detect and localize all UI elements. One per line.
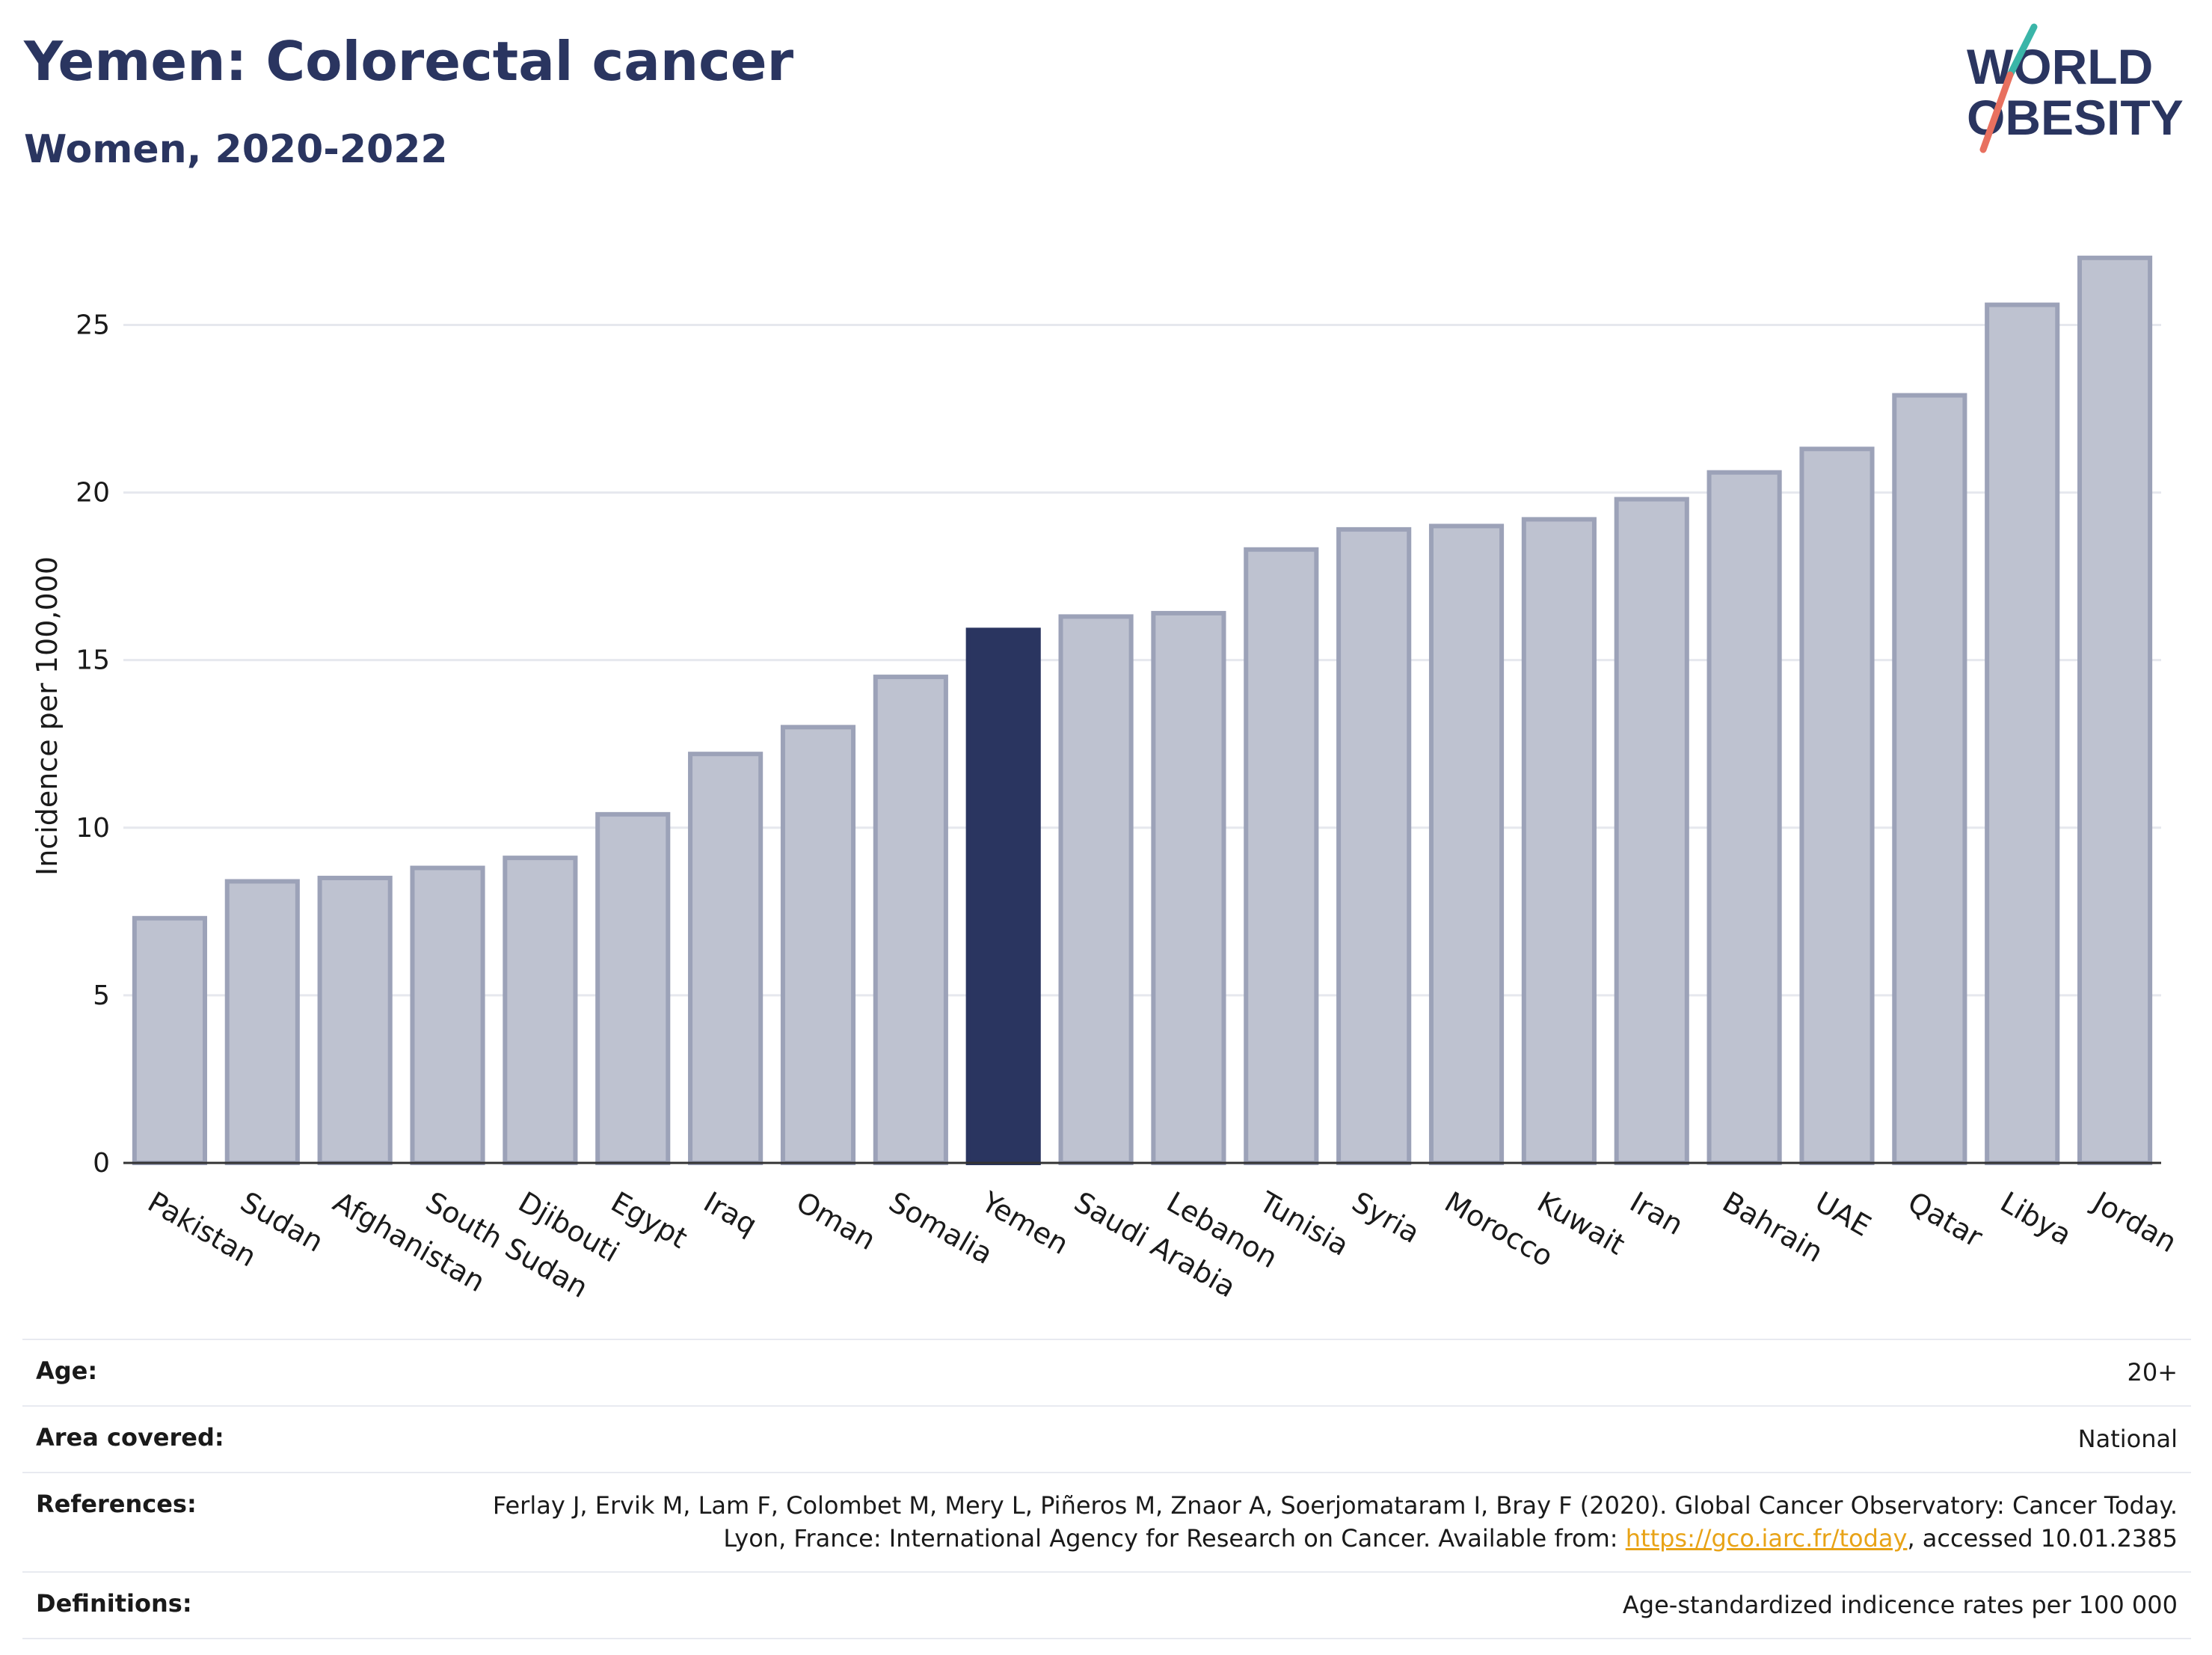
bar xyxy=(780,725,856,1165)
bar xyxy=(1985,302,2060,1166)
y-tick-label: 0 xyxy=(93,1148,110,1179)
x-tick-label: Somalia xyxy=(883,1185,998,1271)
y-tick-label: 15 xyxy=(76,645,110,676)
bar xyxy=(1614,497,1689,1165)
bar xyxy=(1892,393,1967,1166)
bar xyxy=(1058,614,1134,1165)
bar xyxy=(503,856,578,1165)
x-tick-label: Bahrain xyxy=(1717,1185,1828,1269)
x-tick-label: Oman xyxy=(790,1185,881,1256)
info-table: Age: 20+ Area covered: National Referenc… xyxy=(22,1339,2191,1639)
bar xyxy=(1151,610,1226,1165)
bar xyxy=(1336,526,1412,1165)
logo-slash-teal xyxy=(2006,23,2038,79)
info-row-references: References: Ferlay J, Ervik M, Lam F, Co… xyxy=(22,1472,2191,1570)
bar xyxy=(2077,255,2153,1166)
info-value-references: Ferlay J, Ervik M, Lam F, Colombet M, Me… xyxy=(458,1490,2178,1554)
bar xyxy=(873,675,948,1165)
info-label-references: References: xyxy=(36,1490,197,1519)
bar-highlight xyxy=(965,627,1041,1165)
y-tick-label: 5 xyxy=(93,980,110,1011)
bar xyxy=(1428,523,1505,1165)
references-text: Ferlay J, Ervik M, Lam F, Colombet M, Me… xyxy=(492,1491,2178,1553)
bar xyxy=(224,879,300,1165)
chart-title: Yemen: Colorectal cancer xyxy=(24,30,794,93)
bar xyxy=(132,915,207,1166)
info-row-area: Area covered: National xyxy=(22,1405,2191,1472)
bar xyxy=(1706,470,1782,1165)
references-link[interactable]: https://gco.iarc.fr/today xyxy=(1625,1523,1908,1553)
y-tick-label: 20 xyxy=(76,478,110,509)
info-value-definitions: Age-standardized indicence rates per 100… xyxy=(1622,1590,2178,1619)
info-value-age: 20+ xyxy=(2127,1358,2178,1387)
y-axis-label: Incidence per 100,000 xyxy=(31,556,64,876)
info-label-age: Age: xyxy=(36,1357,98,1385)
bar xyxy=(317,876,393,1165)
chart-subtitle: Women, 2020-2022 xyxy=(24,127,448,172)
info-value-area: National xyxy=(2077,1425,2178,1454)
info-label-area: Area covered: xyxy=(36,1423,224,1452)
bar xyxy=(688,752,764,1165)
x-tick-label: Libya xyxy=(1995,1185,2077,1252)
bar xyxy=(595,811,671,1166)
info-row-definitions: Definitions: Age-standardized indicence … xyxy=(22,1570,2191,1639)
x-tick-label: Qatar xyxy=(1902,1185,1988,1254)
references-suffix: , accessed 10.01.2385 xyxy=(1907,1523,2178,1553)
bar xyxy=(1521,517,1597,1165)
x-tick-label: Jordan xyxy=(2086,1185,2182,1259)
bar xyxy=(410,865,485,1165)
bar xyxy=(1244,547,1319,1165)
world-obesity-logo: WORLD OBESITY xyxy=(1967,23,2184,153)
x-tick-label: Iraq xyxy=(698,1185,763,1241)
logo-slash-coral xyxy=(1979,71,2014,153)
info-row-age: Age: 20+ xyxy=(22,1339,2191,1405)
bar xyxy=(1799,446,1875,1165)
x-tick-label: Syria xyxy=(1347,1185,1425,1250)
y-tick-label: 10 xyxy=(76,813,110,844)
x-tick-label: Iran xyxy=(1624,1185,1689,1241)
logo-word-world: WORLD xyxy=(1967,39,2153,94)
info-label-definitions: Definitions: xyxy=(36,1588,192,1618)
y-tick-label: 25 xyxy=(76,310,110,340)
